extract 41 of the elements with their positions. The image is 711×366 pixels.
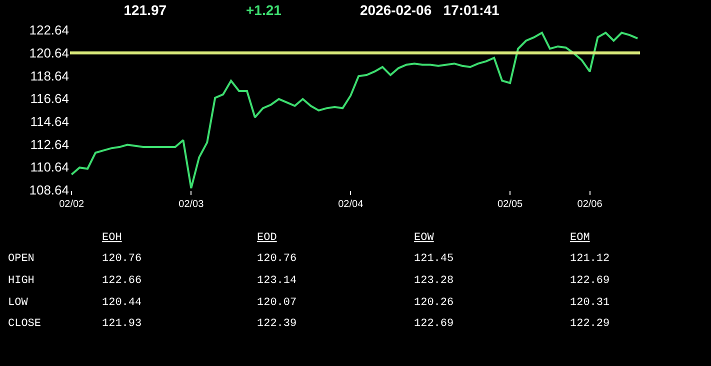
x-tick-label: 02/02 (59, 199, 85, 210)
chart-title: 121.97 (124, 2, 167, 18)
text: 2026-02-06 17:01:41 (360, 2, 500, 18)
text: EOM (570, 232, 590, 244)
text: 123.14 (257, 275, 298, 287)
text: 120.31 (570, 297, 610, 309)
text: EOD (257, 232, 278, 244)
text: 120.26 (414, 297, 454, 309)
x-tick-label: 02/03 (178, 199, 204, 210)
chart-subtitle: +1.21 (246, 2, 282, 18)
text: 123.28 (414, 275, 454, 287)
text: 121.93 (102, 318, 142, 330)
x-tick-label: 02/04 (338, 199, 364, 210)
text: 122.69 (570, 275, 610, 287)
y-tick-label: 112.64 (30, 136, 69, 152)
y-tick-label: 120.64 (29, 45, 69, 60)
y-tick-label: 110.64 (30, 160, 69, 175)
y-tick-label: 118.64 (30, 68, 69, 84)
x-tick-label: 02/05 (498, 199, 524, 210)
y-tick-label: 108.64 (29, 182, 69, 198)
text: 121.45 (414, 253, 454, 265)
text: 122.39 (257, 318, 297, 330)
y-tick-label: 114.64 (30, 114, 69, 129)
text: LOW (8, 297, 28, 309)
text: CLOSE (8, 318, 42, 330)
text: 122.29 (570, 318, 610, 330)
line-series (70, 32, 639, 190)
text: 120.44 (102, 297, 142, 309)
text: HIGH (8, 275, 34, 287)
text: 120.76 (257, 253, 297, 265)
text: 121.12 (570, 253, 610, 265)
text: EOW (414, 232, 434, 244)
text: OPEN (8, 253, 34, 265)
text: 122.66 (102, 275, 142, 287)
text: EOH (102, 232, 122, 244)
x-tick-label: 02/06 (577, 199, 603, 210)
text: 122.69 (414, 318, 454, 330)
y-tick-label: 122.64 (29, 22, 69, 38)
text: 120.76 (102, 253, 142, 265)
y-tick-label: 116.64 (30, 91, 69, 106)
text: 120.07 (257, 297, 297, 309)
